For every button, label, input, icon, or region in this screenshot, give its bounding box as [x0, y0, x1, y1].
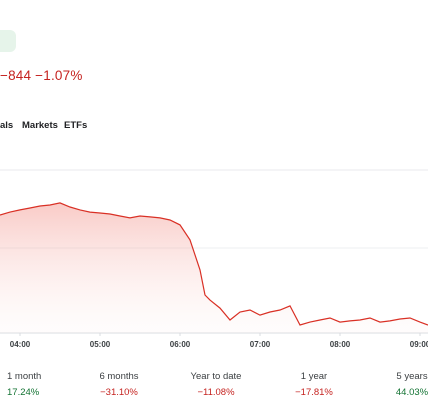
performance-item[interactable]: 6 months −31.10% [79, 371, 159, 398]
period: 6 months [99, 371, 139, 382]
chip[interactable] [0, 30, 16, 52]
period: Year to date [190, 371, 242, 382]
performance-item[interactable]: Year to date −11.08% [176, 371, 256, 398]
period-change: −17.81% [295, 387, 333, 398]
period-change: 44.03% [395, 387, 428, 398]
period-change: 17.24% [7, 387, 40, 398]
x-tick-label: 05:00 [90, 340, 111, 349]
price-change: −844 −1.07% [0, 68, 83, 83]
x-tick-label: 06:00 [170, 340, 191, 349]
x-tick-label: 04:00 [10, 340, 31, 349]
tab[interactable]: als [0, 120, 14, 131]
performance-item[interactable]: 5 years 44.03% [372, 371, 428, 398]
period-change: −11.08% [197, 387, 235, 398]
period: 1 year [300, 371, 328, 382]
tab[interactable]: ETFs [64, 120, 88, 131]
performance-item[interactable]: 1 year −17.81% [274, 371, 354, 398]
x-tick-label: 08:00 [330, 340, 351, 349]
x-tick-label: 09:00 [410, 340, 428, 349]
price-line [0, 202, 428, 326]
chart: 04:00 05:00 06:00 07:00 08:00 09:00 [0, 169, 428, 349]
tab[interactable]: Markets [22, 120, 58, 131]
period-change: −31.10% [100, 387, 138, 398]
period: 5 years [396, 371, 428, 382]
area [0, 202, 428, 333]
period: 1 month [7, 371, 42, 382]
x-tick-label: 07:00 [250, 340, 271, 349]
performance-item[interactable]: 1 month 17.24% [7, 371, 87, 398]
